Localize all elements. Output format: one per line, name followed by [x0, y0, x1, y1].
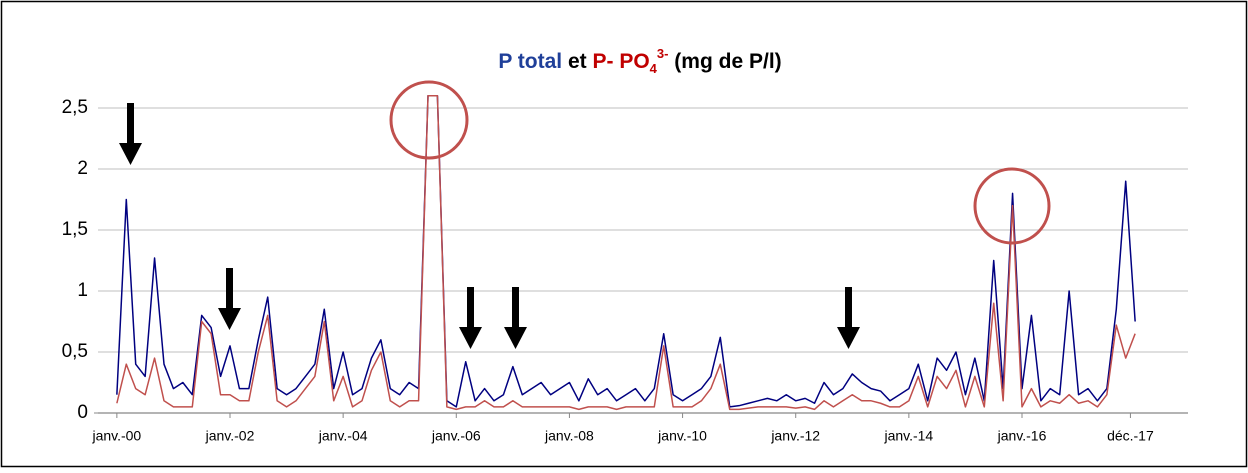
- arrow: [504, 287, 527, 349]
- arrow: [459, 287, 482, 349]
- title-part: P- PO: [592, 50, 649, 73]
- y-tick-label: 1: [77, 280, 88, 301]
- x-tick-label: janv.-00: [91, 428, 141, 444]
- x-tick-label: janv.-08: [544, 428, 594, 444]
- highlight-circle: [389, 80, 469, 160]
- y-tick-label: 1,5: [62, 219, 88, 240]
- title-part: (mg de P/l): [668, 50, 781, 73]
- x-tick-label: janv.-10: [657, 428, 707, 444]
- x-tick-label: janv.-06: [431, 428, 481, 444]
- y-tick-label: 0: [77, 402, 88, 423]
- plot: [116, 95, 1136, 411]
- x-tick-label: janv.-14: [883, 428, 933, 444]
- title-part: 3-: [657, 46, 669, 61]
- y-tick-label: 0,5: [62, 341, 88, 362]
- arrow: [218, 268, 241, 330]
- x-tick-label: janv.-02: [205, 428, 255, 444]
- arrow: [119, 103, 142, 165]
- y-tick-label: 2,5: [62, 97, 88, 118]
- labels: 0 0,5 1 1,5 2 2,5 janv.-00 janv.-02 janv.-04 janv…: [62, 97, 1154, 444]
- x-tick-label: janv.-04: [318, 428, 368, 444]
- title-part: et: [562, 50, 592, 73]
- title-part: 4: [650, 61, 658, 76]
- series-line: [116, 95, 1136, 411]
- x-tick-label: janv.-16: [997, 428, 1047, 444]
- chart-title: P total et P- PO43- (mg de P/l): [498, 46, 781, 76]
- annotations: [119, 103, 860, 349]
- highlight-circle: [973, 167, 1051, 245]
- x-tick-label: déc.-17: [1107, 428, 1154, 444]
- title-part: P total: [498, 50, 562, 73]
- arrow: [837, 287, 860, 349]
- y-tick-label: 2: [77, 158, 88, 179]
- x-tick-label: janv.-12: [770, 428, 820, 444]
- series-line: [116, 95, 1136, 408]
